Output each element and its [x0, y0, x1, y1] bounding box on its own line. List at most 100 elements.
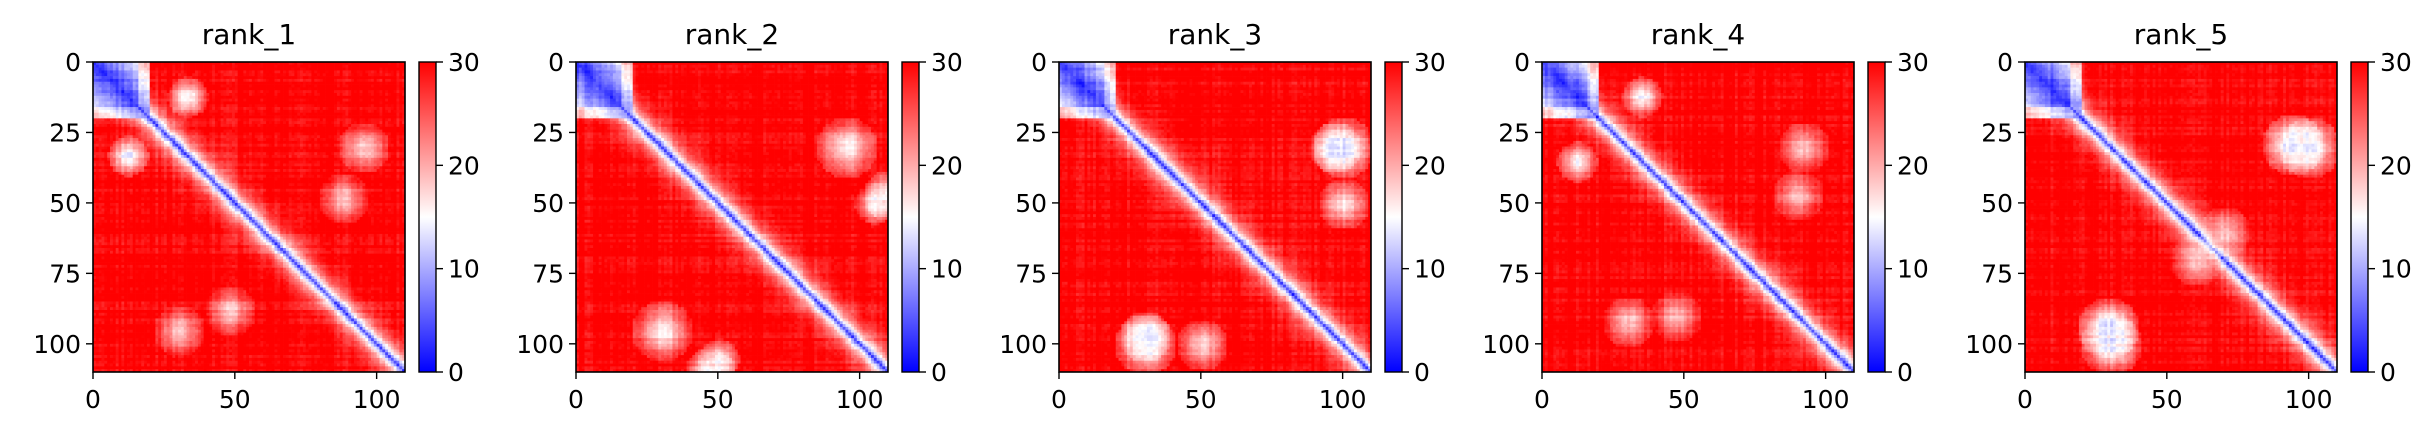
heatmap-cell — [144, 82, 147, 85]
heatmap-cell — [385, 65, 388, 68]
heatmap-cell — [258, 101, 261, 104]
heatmap-cell — [167, 82, 170, 85]
heatmap-cell — [343, 79, 346, 82]
heatmap-cell — [385, 73, 388, 76]
heatmap-cell — [102, 99, 105, 102]
heatmap-cell — [385, 93, 388, 96]
heatmap-cell — [212, 65, 215, 68]
heatmap-cell — [161, 87, 164, 90]
heatmap-cell — [226, 104, 229, 107]
heatmap-cell — [119, 76, 122, 79]
heatmap-cell — [201, 85, 204, 88]
heatmap-cell — [294, 82, 297, 85]
heatmap-cell — [189, 85, 192, 88]
heatmap-cell — [272, 73, 275, 76]
heatmap-cell — [184, 101, 187, 104]
heatmap-cell — [326, 79, 329, 82]
heatmap-cell — [229, 90, 232, 93]
heatmap-cell — [275, 99, 278, 102]
heatmap-cell — [379, 68, 382, 71]
heatmap-cell — [348, 65, 351, 68]
heatmap-cell — [164, 85, 167, 88]
heatmap-cell — [275, 68, 278, 71]
heatmap-cell — [260, 65, 263, 68]
heatmap-cell — [212, 79, 215, 82]
heatmap-cell — [399, 85, 402, 88]
heatmap-cell — [187, 79, 190, 82]
heatmap-cell — [238, 104, 241, 107]
heatmap-cell — [209, 70, 212, 73]
heatmap-cell — [235, 85, 238, 88]
heatmap-cell — [334, 68, 337, 71]
heatmap-cell — [153, 65, 156, 68]
heatmap-cell — [238, 93, 241, 96]
heatmap-cell — [326, 85, 329, 88]
heatmap-cell — [164, 79, 167, 82]
heatmap-cell — [297, 70, 300, 73]
heatmap-cell — [317, 85, 320, 88]
heatmap-cell — [175, 93, 178, 96]
heatmap-cell — [252, 93, 255, 96]
heatmap-cell — [303, 90, 306, 93]
heatmap-cell — [198, 82, 201, 85]
heatmap-cell — [172, 99, 175, 102]
heatmap-cell — [365, 70, 368, 73]
heatmap-cell — [141, 79, 144, 82]
heatmap-cell — [133, 96, 136, 99]
heatmap-cell — [153, 99, 156, 102]
heatmap-cell — [209, 73, 212, 76]
heatmap-cell — [138, 70, 141, 73]
heatmap-cell — [218, 79, 221, 82]
heatmap-cell — [249, 99, 252, 102]
heatmap-cell — [161, 99, 164, 102]
heatmap-cell — [110, 87, 113, 90]
heatmap-cell — [311, 76, 314, 79]
heatmap-cell — [130, 104, 133, 107]
heatmap-cell — [167, 90, 170, 93]
heatmap-cell — [357, 85, 360, 88]
heatmap-cell — [294, 65, 297, 68]
heatmap-cell — [300, 65, 303, 68]
heatmap-cell — [326, 101, 329, 104]
heatmap-cell — [328, 99, 331, 102]
heatmap-cell — [331, 90, 334, 93]
heatmap-cell — [255, 87, 258, 90]
heatmap-cell — [141, 65, 144, 68]
heatmap-cell — [343, 76, 346, 79]
heatmap-cell — [195, 73, 198, 76]
heatmap-cell — [192, 76, 195, 79]
heatmap-cell — [317, 65, 320, 68]
heatmap-cell — [300, 70, 303, 73]
heatmap-cell — [382, 70, 385, 73]
heatmap-cell — [266, 101, 269, 104]
heatmap-cell — [178, 65, 181, 68]
heatmap-cell — [147, 104, 150, 107]
heatmap-cell — [195, 104, 198, 107]
heatmap-cell — [280, 93, 283, 96]
heatmap-cell — [110, 73, 113, 76]
heatmap-cell — [153, 93, 156, 96]
heatmap-cell — [138, 104, 141, 107]
heatmap-cell — [357, 73, 360, 76]
heatmap-cell — [371, 68, 374, 71]
heatmap-cell — [218, 65, 221, 68]
heatmap-cell — [155, 65, 158, 68]
heatmap-cell — [150, 93, 153, 96]
heatmap-cell — [260, 96, 263, 99]
heatmap-cell — [306, 82, 309, 85]
heatmap-cell — [229, 76, 232, 79]
heatmap-cell — [189, 82, 192, 85]
heatmap-cell — [229, 93, 232, 96]
heatmap-cell — [334, 82, 337, 85]
heatmap-cell — [150, 85, 153, 88]
heatmap-cell — [260, 104, 263, 107]
heatmap-cell — [170, 76, 173, 79]
heatmap-cell — [96, 85, 99, 88]
heatmap-cell — [388, 68, 391, 71]
heatmap-cell — [289, 82, 292, 85]
heatmap-cell — [164, 70, 167, 73]
heatmap-cell — [258, 76, 261, 79]
heatmap-cell — [102, 73, 105, 76]
heatmap-cell — [371, 79, 374, 82]
heatmap-cell — [130, 101, 133, 104]
